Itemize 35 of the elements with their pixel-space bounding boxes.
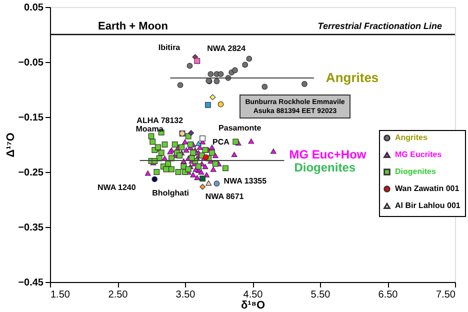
annotation: NWA 2824 (207, 44, 246, 53)
x-tick-label: 3.50 (176, 290, 196, 300)
annotation: ALHA 78132 (136, 116, 184, 125)
x-tick-label: 6.50 (378, 290, 398, 300)
legend-label: MG Eucrites (395, 150, 442, 159)
x-tick-label: 2.50 (108, 290, 128, 300)
y-tick-label: −0.15 (18, 112, 44, 124)
y-tick-label: −0.35 (18, 222, 44, 234)
legend-label: Al Bir Lahlou 001 (395, 201, 461, 210)
annotation: Terrestrial Fractionation Line (318, 21, 442, 31)
annotation: Ibitira (158, 43, 181, 52)
ref-line-label: Earth + Moon (98, 20, 168, 32)
y-axis-title: Δ¹⁷O (5, 132, 18, 158)
legend-label: Diogenites (395, 167, 436, 176)
legend-label: Angrites (395, 133, 428, 142)
annotation: Moama (136, 124, 164, 134)
y-tick-label: −0.25 (18, 168, 44, 178)
legend-label: Wan Zawatin 001 (395, 184, 460, 193)
y-tick-label: −0.45 (18, 278, 44, 288)
x-tick-label: 1.50 (50, 290, 70, 300)
annotation: Diogenites (294, 160, 356, 174)
x-axis-title: δ¹⁸O (240, 300, 266, 312)
x-tick-label: 5.50 (310, 290, 331, 300)
annotation: Bholghati (152, 188, 189, 198)
x-tick-label: 4.50 (243, 290, 264, 300)
annotation: PCA (212, 137, 230, 146)
y-tick-label: −0.05 (18, 58, 44, 68)
annotation: Pasamonte (218, 123, 262, 132)
annotation: NWA 8671 (205, 192, 244, 201)
annotation: MG Euc+How (289, 147, 367, 162)
annotation: Angrites (326, 70, 379, 85)
annotation: NWA 1240 (97, 183, 136, 192)
y-tick-label: 0.05 (24, 2, 44, 14)
x-tick-label: 7.50 (436, 290, 456, 300)
annotation: NWA 13355 (224, 176, 268, 186)
